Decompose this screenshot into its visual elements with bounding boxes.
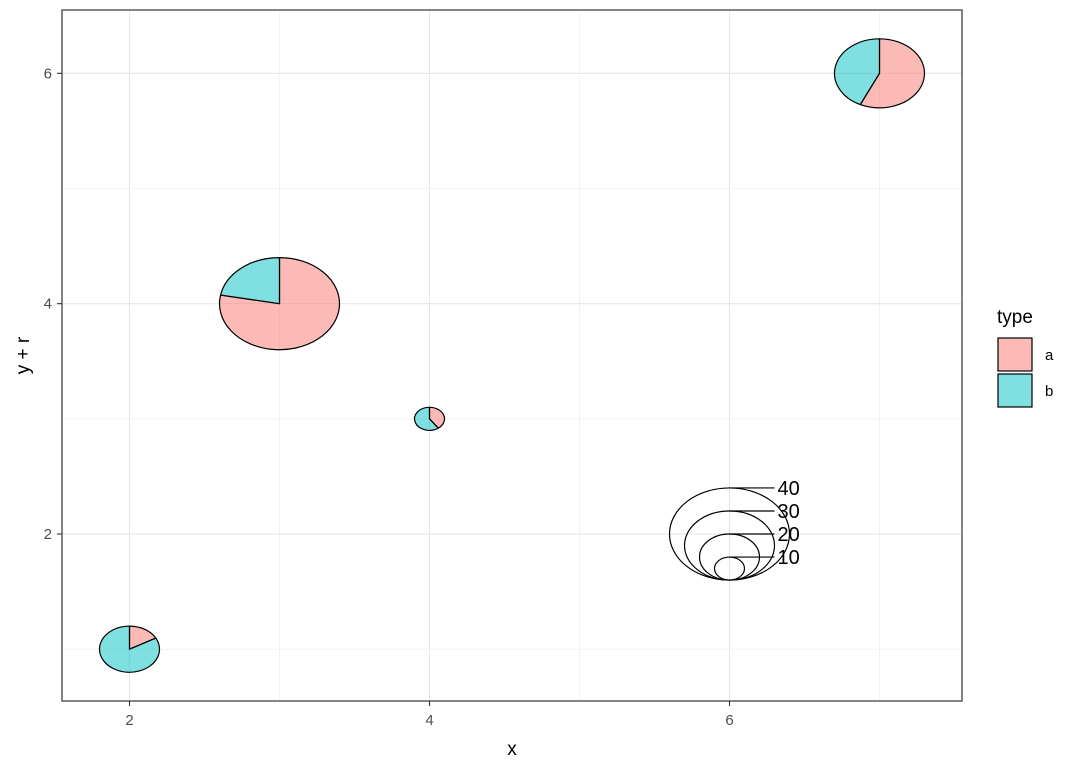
legend-keys: ab xyxy=(997,337,1054,408)
x-tick-label: 6 xyxy=(725,712,733,729)
y-tick-label: 4 xyxy=(44,296,52,313)
pie-slice-b xyxy=(413,406,439,431)
pie-slice-a xyxy=(218,257,341,351)
pie-chart xyxy=(98,625,161,673)
legend-label-b: b xyxy=(1045,383,1053,400)
pie-slice-a xyxy=(859,38,926,109)
gridlines xyxy=(62,10,962,701)
legend-title: type xyxy=(997,307,1033,328)
x-tick-label: 2 xyxy=(125,712,133,729)
pie-chart xyxy=(218,257,341,351)
pie-markers xyxy=(98,38,926,673)
size-legend-label: 10 xyxy=(778,547,800,569)
pie-slice-a xyxy=(428,406,446,429)
pie-slice-b xyxy=(219,257,281,305)
panel-background xyxy=(62,10,962,701)
pie-slice-b xyxy=(98,625,161,673)
pie-chart xyxy=(413,406,446,431)
size-legend-label: 20 xyxy=(778,524,800,546)
axes: 2 4 6 2 4 6 xyxy=(44,65,734,729)
y-axis-title: y + r xyxy=(13,336,34,374)
legend-key-a xyxy=(997,337,1033,372)
x-axis-title: x xyxy=(507,739,517,760)
size-legend-label: 30 xyxy=(778,501,800,523)
legend-key-b xyxy=(997,373,1033,408)
y-tick-label: 6 xyxy=(44,65,52,82)
y-tick-label: 2 xyxy=(44,526,52,543)
legend-label-a: a xyxy=(1045,347,1054,364)
pie-chart xyxy=(833,38,926,109)
size-legend-label: 40 xyxy=(778,478,800,500)
pie-slice-b xyxy=(833,38,881,106)
x-tick-label: 4 xyxy=(425,712,433,729)
panel-border xyxy=(61,9,963,702)
legend: type ab xyxy=(997,307,1054,408)
